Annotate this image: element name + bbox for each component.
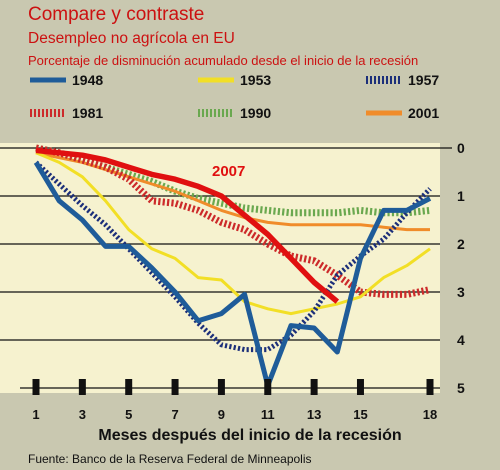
legend-label-1957: 1957 <box>408 72 439 88</box>
series-lines <box>33 144 432 389</box>
y-tick-label: 4 <box>457 332 465 348</box>
legend-label-1953: 1953 <box>240 72 271 88</box>
x-tick-marker <box>356 379 364 395</box>
x-tick-marker <box>78 379 86 395</box>
legend: 1948 1953 1957 1981 1990 2001 <box>30 72 439 121</box>
x-tick-labels: 1 3 5 7 9 11 13 15 18 <box>32 407 437 422</box>
x-tick-marker <box>171 379 179 395</box>
x-tick-marker <box>217 379 225 395</box>
series-line-1948 <box>33 161 432 389</box>
source-note: Fuente: Banco de la Reserva Federal de M… <box>28 452 312 466</box>
series-line-2007 <box>35 147 340 304</box>
y-tick-labels: 0 1 2 3 4 5 <box>457 140 465 396</box>
x-tick-label: 18 <box>423 407 437 422</box>
x-tick-marker <box>426 379 434 395</box>
legend-label-1948: 1948 <box>72 72 103 88</box>
series-line-2001 <box>35 151 430 232</box>
x-tick-marker <box>264 379 272 395</box>
y-tick-label: 1 <box>457 188 465 204</box>
legend-label-1981: 1981 <box>72 105 103 121</box>
x-tick-marker <box>32 379 40 395</box>
x-tick-marker <box>125 379 133 395</box>
axis-markers <box>20 379 440 395</box>
y-tick-label: 0 <box>457 140 465 156</box>
legend-label-1990: 1990 <box>240 105 271 121</box>
x-tick-label: 11 <box>261 407 275 422</box>
x-tick-label: 15 <box>353 407 367 422</box>
y-tick-label: 5 <box>457 380 465 396</box>
x-tick-label: 3 <box>79 407 86 422</box>
annotation-2007: 2007 <box>212 163 245 180</box>
series-line-1953 <box>35 151 431 316</box>
y-tick-label: 3 <box>457 284 465 300</box>
x-tick-label: 9 <box>218 407 225 422</box>
x-tick-label: 5 <box>125 407 132 422</box>
chart-subtitle: Desempleo no agrícola en EU <box>28 30 235 47</box>
chart-title: Compare y contraste <box>28 4 205 25</box>
x-tick-label: 1 <box>32 407 39 422</box>
series-line-1981 <box>35 144 431 298</box>
legend-label-2001: 2001 <box>408 105 439 121</box>
x-tick-marker <box>310 379 318 395</box>
chart-description: Porcentaje de disminución acumulado desd… <box>28 53 419 68</box>
plot-background <box>0 143 440 393</box>
x-tick-label: 7 <box>171 407 178 422</box>
y-tick-label: 2 <box>457 236 465 252</box>
x-tick-label: 13 <box>307 407 321 422</box>
x-axis-label: Meses después del inicio de la recesión <box>98 427 402 444</box>
